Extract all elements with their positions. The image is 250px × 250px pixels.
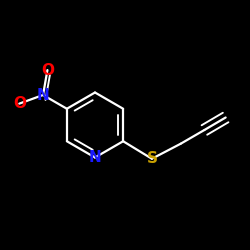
Text: N: N (88, 150, 102, 165)
Text: N: N (37, 88, 50, 102)
Text: O: O (41, 62, 54, 78)
Text: O: O (13, 96, 26, 111)
Text: S: S (146, 151, 158, 166)
